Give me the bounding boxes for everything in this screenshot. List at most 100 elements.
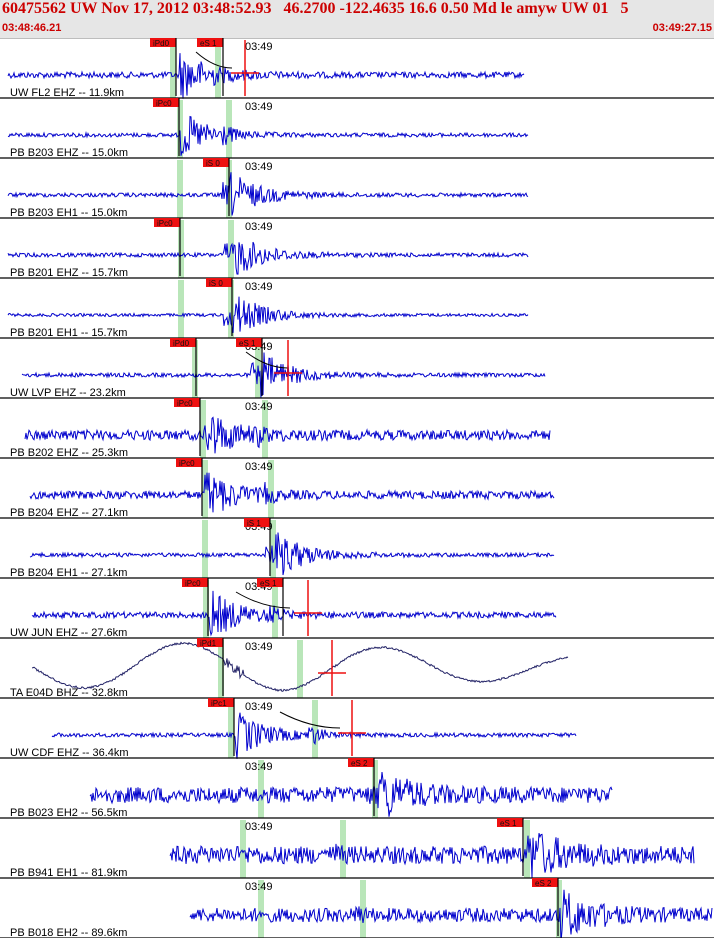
channel-label: PB B018 EH2 -- 89.6km	[10, 927, 127, 938]
pick-window-band	[228, 700, 234, 758]
pick-window-band	[360, 880, 366, 938]
minute-tick-label: 03:49	[245, 701, 273, 713]
channel-panel[interactable]: 03:49iPc0eS 1UW JUN EHZ -- 27.6km	[0, 578, 714, 639]
channel-label: PB B203 EHZ -- 15.0km	[10, 147, 128, 159]
channel-label: PB B203 EH1 -- 15.0km	[10, 207, 127, 219]
channel-panel[interactable]: 03:49 eS 1 PB B941 EH1 -- 81.9km	[0, 818, 714, 879]
pick-window-band	[192, 340, 198, 398]
pick-label: eS 2	[535, 879, 552, 888]
pick-label: iPc0	[156, 99, 172, 108]
channel-panel[interactable]: 03:49 iS 0 PB B203 EH1 -- 15.0km	[0, 158, 714, 219]
phase-pick[interactable]: eS 1	[197, 38, 224, 96]
pick-flag	[244, 518, 270, 527]
phase-arc	[235, 591, 291, 609]
pick-label: iS 0	[209, 279, 223, 288]
minute-tick-label: 03:49	[245, 101, 273, 113]
phase-pick[interactable]: eS 2	[348, 758, 375, 816]
pick-window-band	[170, 40, 176, 98]
window-end-time: 03:49:27.15	[652, 22, 712, 34]
pick-flag	[176, 458, 202, 467]
seismogram-panels[interactable]: 03:49 iPd0 eS 1 UW FL2 EHZ -- 11.9km 03:49 iP…	[0, 38, 714, 938]
pick-window-band	[202, 460, 208, 518]
channel-panel[interactable]: 03:49 iPc1 UW CDF EHZ -- 36.4km	[0, 698, 714, 759]
pick-window-band	[215, 40, 221, 98]
minute-tick-label: 03:49	[245, 401, 273, 413]
minute-tick-label: 03:49	[245, 461, 273, 473]
pick-flag	[257, 578, 283, 587]
phase-pick[interactable]: iPc0	[153, 98, 180, 156]
pick-flag	[150, 38, 176, 47]
phase-pick[interactable]: iPd0	[170, 338, 197, 396]
waveform-trace	[29, 532, 555, 576]
pick-flag	[154, 218, 180, 227]
pick-label: iPd1	[200, 639, 217, 648]
channel-panel[interactable]: 03:49 iPc0 PB B204 EHZ -- 27.1km	[0, 458, 714, 519]
pick-window-band	[228, 280, 234, 338]
phase-pick[interactable]: iS 0	[206, 278, 233, 336]
phase-pick[interactable]: iPc0	[174, 398, 201, 456]
pick-flag	[174, 398, 200, 407]
pick-flag	[197, 38, 223, 47]
channel-panel[interactable]: 03:49 iPd0 eS 1 UW FL2 EHZ -- 11.9km	[0, 38, 714, 99]
channel-panel[interactable]: 03:49 iPc0 PB B201 EHZ -- 15.7km	[0, 218, 714, 279]
waveform-trace	[31, 641, 569, 692]
pick-window-band	[203, 580, 209, 638]
pick-window-band	[240, 820, 246, 878]
window-start-time: 03:48:46.21	[2, 22, 62, 34]
waveform-trace	[169, 832, 695, 878]
pick-window-band	[200, 400, 206, 458]
phase-pick[interactable]: iPc0	[176, 458, 203, 516]
channel-label: PB B201 EH1 -- 15.7km	[10, 327, 127, 339]
minute-tick-label: 03:49	[245, 761, 273, 773]
pick-flag	[182, 578, 208, 587]
pick-label: iPc1	[211, 699, 227, 708]
minute-tick-label: 03:49	[245, 821, 273, 833]
channel-label: UW FL2 EHZ -- 11.9km	[10, 87, 124, 99]
pick-window-band	[177, 100, 183, 158]
channel-panel[interactable]: 03:49 iPd1 TA E04D BHZ -- 32.8km	[0, 638, 714, 699]
channel-panel[interactable]: 03:49 iS 0 PB B201 EH1 -- 15.7km	[0, 278, 714, 339]
pick-window-band	[268, 460, 274, 518]
channel-panel[interactable]: 03:49 iPc0 PB B203 EHZ -- 15.0km	[0, 98, 714, 159]
pick-window-band	[312, 700, 318, 758]
pick-flag	[208, 698, 234, 707]
channel-label: UW LVP EHZ -- 23.2km	[10, 387, 126, 399]
minute-tick-label: 03:49	[245, 881, 273, 893]
pick-window-band	[272, 580, 278, 638]
phase-pick[interactable]: iPc0	[154, 218, 181, 276]
waveform-trace	[51, 712, 577, 759]
phase-pick[interactable]: eS 1	[497, 818, 524, 876]
pick-label: eS 1	[260, 579, 277, 588]
channel-label: UW JUN EHZ -- 27.6km	[10, 627, 127, 639]
phase-pick[interactable]: eS 1	[257, 578, 284, 636]
channel-label: PB B201 EHZ -- 15.7km	[10, 267, 128, 279]
phase-pick[interactable]: iPc0	[182, 578, 209, 636]
phase-pick[interactable]: eS 2	[532, 878, 559, 936]
phase-pick[interactable]: eS 1	[236, 338, 263, 396]
phase-pick[interactable]: iS 0	[203, 158, 230, 216]
pick-flag	[206, 278, 232, 287]
pick-flag	[236, 338, 262, 347]
channel-label: TA E04D BHZ -- 32.8km	[10, 687, 128, 699]
pick-label: iPc0	[177, 399, 193, 408]
pick-window-band	[556, 880, 562, 938]
minute-tick-label: 03:49	[245, 221, 273, 233]
minute-tick-label: 03:49	[245, 161, 273, 173]
minute-tick-label: 03:49	[245, 281, 273, 293]
pick-window-band	[178, 280, 184, 338]
phase-arc	[195, 51, 233, 69]
channel-label: PB B202 EHZ -- 25.3km	[10, 447, 128, 459]
phase-pick[interactable]: iS 1	[244, 518, 271, 576]
phase-pick[interactable]: iPd1	[197, 638, 224, 696]
channel-panel[interactable]: 03:49 eS 2 PB B018 EH2 -- 89.6km	[0, 878, 714, 938]
channel-panel[interactable]: 03:49 eS 2 PB B023 EH2 -- 56.5km	[0, 758, 714, 819]
minute-tick-label: 03:49	[245, 641, 273, 653]
channel-panel[interactable]: 03:49 iPc0 PB B202 EHZ -- 25.3km	[0, 398, 714, 459]
phase-arc	[279, 711, 341, 729]
pick-flag	[532, 878, 558, 887]
phase-pick[interactable]: iPc1	[208, 698, 235, 756]
phase-pick[interactable]: iPd0	[150, 38, 177, 96]
pick-flag	[203, 158, 229, 167]
